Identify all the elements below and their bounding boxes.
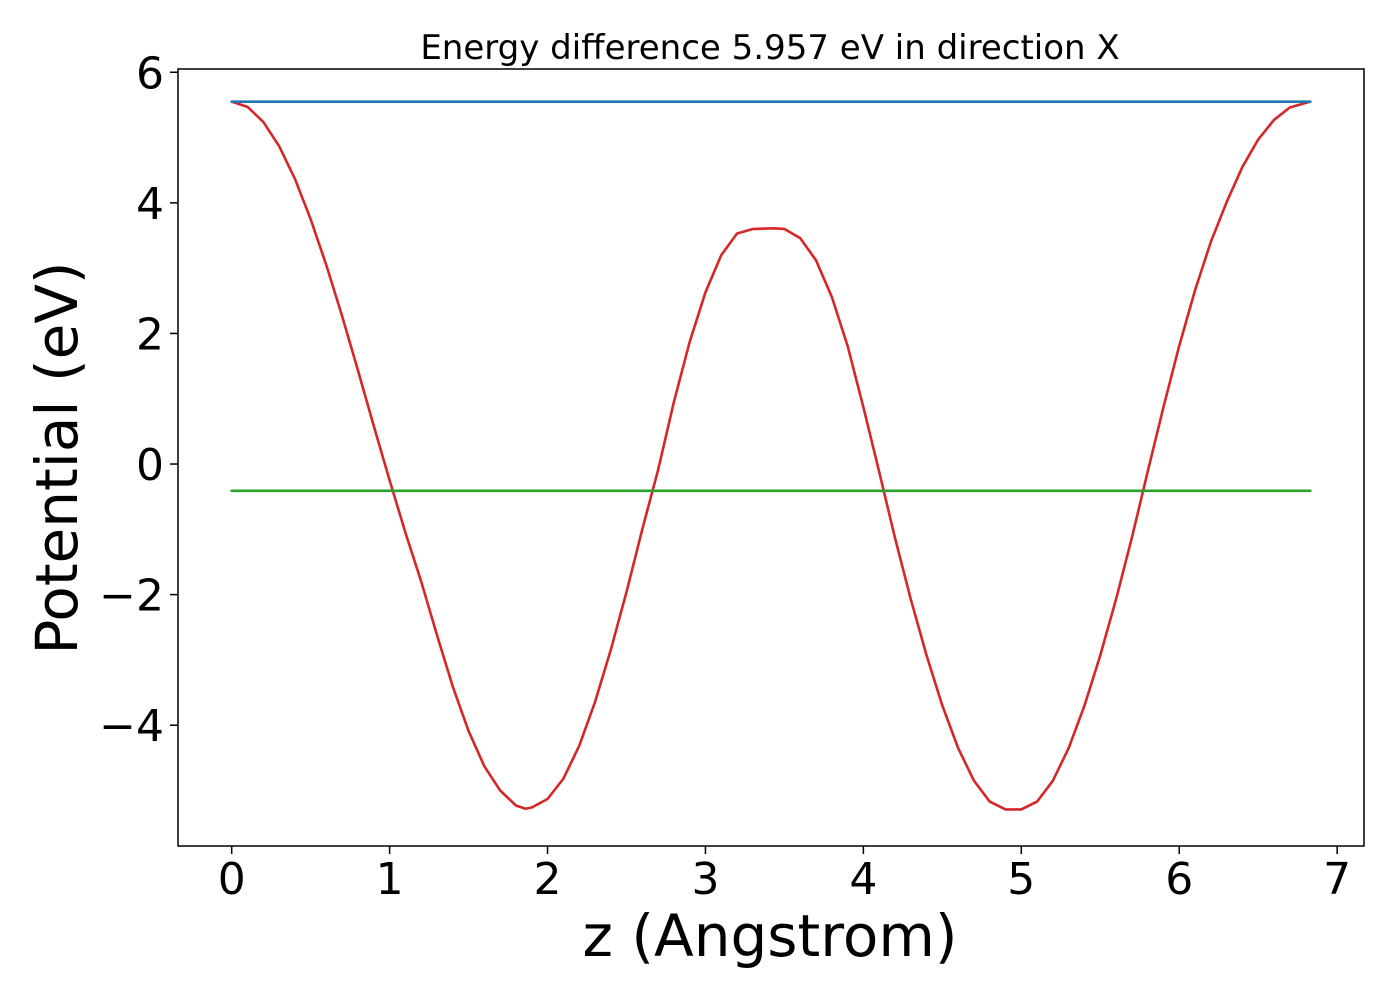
x-tick-label: 7 — [1323, 854, 1351, 905]
x-axis: 0 1 2 3 4 5 6 7 — [218, 846, 1351, 905]
x-axis-label: z (Angstrom) — [583, 902, 958, 970]
x-tick-label: 0 — [218, 854, 246, 905]
y-tick-label: −4 — [99, 701, 164, 752]
y-axis: −4 −2 0 2 4 6 — [99, 48, 178, 752]
y-tick-label: 4 — [136, 179, 164, 230]
series-layer — [230, 100, 1312, 811]
x-tick-label: 2 — [534, 854, 562, 905]
x-tick-label: 6 — [1165, 854, 1193, 905]
y-tick-label: 6 — [136, 48, 164, 99]
y-tick-label: −2 — [99, 571, 164, 622]
chart-title: Energy difference 5.957 eV in direction … — [420, 28, 1119, 68]
plot-area — [177, 68, 1365, 847]
x-tick-label: 3 — [691, 854, 719, 905]
x-tick-label: 5 — [1007, 854, 1035, 905]
x-tick-label: 1 — [376, 854, 404, 905]
series-line-0 — [230, 100, 1312, 811]
y-axis-label: Potential (eV) — [23, 261, 91, 654]
y-tick-label: 0 — [136, 440, 164, 491]
x-tick-label: 4 — [849, 854, 877, 905]
y-tick-label: 2 — [136, 309, 164, 360]
